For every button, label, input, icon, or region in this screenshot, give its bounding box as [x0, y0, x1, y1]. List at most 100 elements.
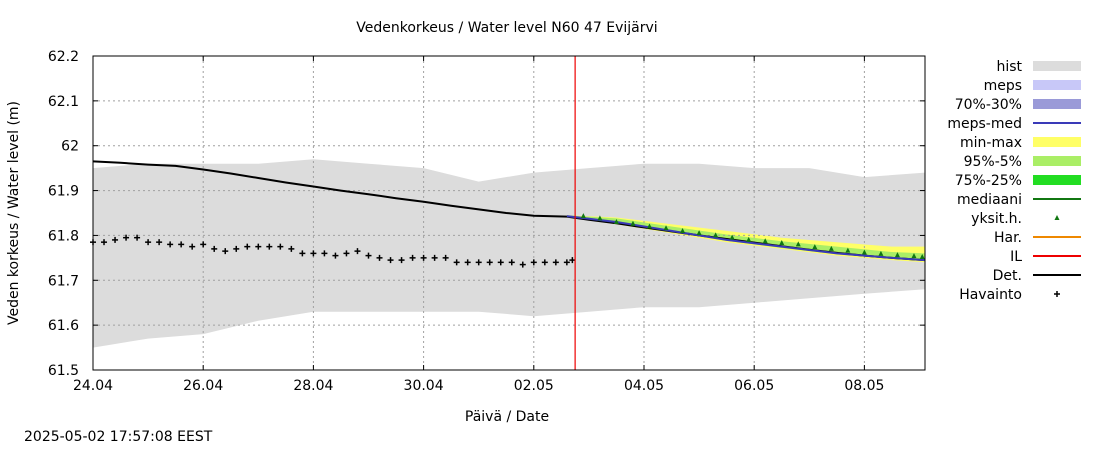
observation-point — [464, 259, 471, 266]
observation-point — [475, 259, 482, 266]
y-tick-label: 61.8 — [48, 228, 79, 244]
individual-forecast-point — [812, 244, 818, 250]
observation-point — [255, 243, 262, 250]
legend-label: yksit.h. — [971, 211, 1022, 227]
y-tick-label: 61.5 — [48, 363, 79, 379]
legend-swatch — [1033, 137, 1081, 147]
individual-forecast-point — [828, 245, 834, 251]
y-tick-label: 61.6 — [48, 318, 79, 334]
legend-swatch — [1033, 61, 1081, 71]
y-tick-label: 62 — [61, 139, 79, 155]
legend-label: Det. — [993, 268, 1022, 284]
legend-label: 95%-5% — [964, 154, 1022, 170]
observation-point — [288, 245, 295, 252]
observation-point — [123, 234, 130, 241]
individual-forecast-point — [663, 225, 669, 231]
observation-point — [200, 241, 207, 248]
individual-forecast-point — [861, 249, 867, 255]
plot-frame — [92, 55, 926, 371]
individual-forecast-point — [795, 241, 801, 247]
legend-label: Har. — [994, 230, 1022, 246]
band-95%-5% — [566, 215, 925, 261]
observation-point — [508, 259, 515, 266]
individual-forecast-point — [845, 247, 851, 253]
observation-point — [519, 261, 526, 268]
individual-forecast-point — [597, 215, 603, 221]
observation-point — [310, 250, 317, 257]
legend-label: hist — [996, 59, 1022, 75]
observation-point — [569, 257, 576, 264]
observation-point — [266, 243, 273, 250]
y-axis-label: Veden korkeus / Water level (m) — [6, 101, 22, 325]
individual-forecast-point — [647, 223, 653, 229]
observation-point — [244, 243, 251, 250]
legend-swatch — [1033, 156, 1081, 166]
x-tick-label: 02.05 — [514, 378, 554, 394]
observation-point — [299, 250, 306, 257]
legend-label: meps — [984, 78, 1022, 94]
observation-point — [453, 259, 460, 266]
observation-point — [497, 259, 504, 266]
legend-item: min-max — [960, 135, 1081, 151]
legend-swatch — [1033, 80, 1081, 90]
observation-point — [387, 257, 394, 264]
legend-swatch — [1033, 99, 1081, 109]
legend-item: yksit.h. — [971, 211, 1060, 227]
y-tick-label: 62.1 — [48, 94, 79, 110]
legend-item: 75%-25% — [955, 173, 1081, 189]
chart-title: Vedenkorkeus / Water level N60 47 Evijär… — [356, 20, 657, 36]
legend-item: mediaani — [957, 192, 1081, 208]
individual-forecast-point — [919, 253, 925, 259]
observation-point — [277, 243, 284, 250]
legend-item: 70%-30% — [955, 97, 1081, 113]
observation-point — [486, 259, 493, 266]
legend-item: Har. — [994, 230, 1081, 246]
legend-label: 75%-25% — [955, 173, 1022, 189]
legend-item: meps — [984, 78, 1081, 94]
observation-point — [233, 245, 240, 252]
x-tick-label: 26.04 — [183, 378, 223, 394]
observation-point — [134, 234, 141, 241]
observation-point — [530, 259, 537, 266]
individual-forecast-point — [746, 236, 752, 242]
legend: hist meps 70%-30% meps-med min-max 95%-5% 75%-… — [947, 59, 1081, 303]
observation-point — [420, 254, 427, 261]
legend-label: 70%-30% — [955, 97, 1022, 113]
legend-label: mediaani — [957, 192, 1022, 208]
x-tick-label: 06.05 — [734, 378, 774, 394]
legend-item: IL — [1010, 249, 1081, 265]
legend-swatch — [1054, 215, 1060, 220]
legend-label: min-max — [960, 135, 1022, 151]
band-hist — [93, 159, 925, 348]
axes: 24.04 26.04 28.04 30.04 02.05 04.05 06.05 08.05… — [48, 49, 926, 394]
observation-point — [321, 250, 328, 257]
observation-point — [156, 239, 163, 246]
observation-point — [343, 250, 350, 257]
legend-item: Havainto — [959, 287, 1060, 303]
individual-forecast-point — [878, 250, 884, 256]
observation-point — [354, 248, 361, 255]
observation-point — [145, 239, 152, 246]
observation-point — [563, 259, 570, 266]
observation-point — [332, 252, 339, 259]
individual-forecast-point — [729, 234, 735, 240]
plot-area — [90, 56, 926, 370]
x-tick-label: 08.05 — [844, 378, 884, 394]
individual-forecast-point — [762, 238, 768, 244]
observation-point — [541, 259, 548, 266]
observation-point — [376, 254, 383, 261]
individual-forecast-point — [911, 253, 917, 259]
legend-item: meps-med — [947, 116, 1081, 132]
observation-point — [211, 245, 218, 252]
observation-point — [442, 254, 449, 261]
observation-point — [178, 241, 185, 248]
x-tick-label: 28.04 — [293, 378, 333, 394]
observation-point — [222, 248, 229, 255]
y-tick-label: 62.2 — [48, 49, 79, 65]
observation-point — [398, 257, 405, 264]
x-tick-label: 04.05 — [624, 378, 664, 394]
individual-forecast-point — [580, 213, 586, 219]
observation-point — [189, 243, 196, 250]
observation-point — [431, 254, 438, 261]
